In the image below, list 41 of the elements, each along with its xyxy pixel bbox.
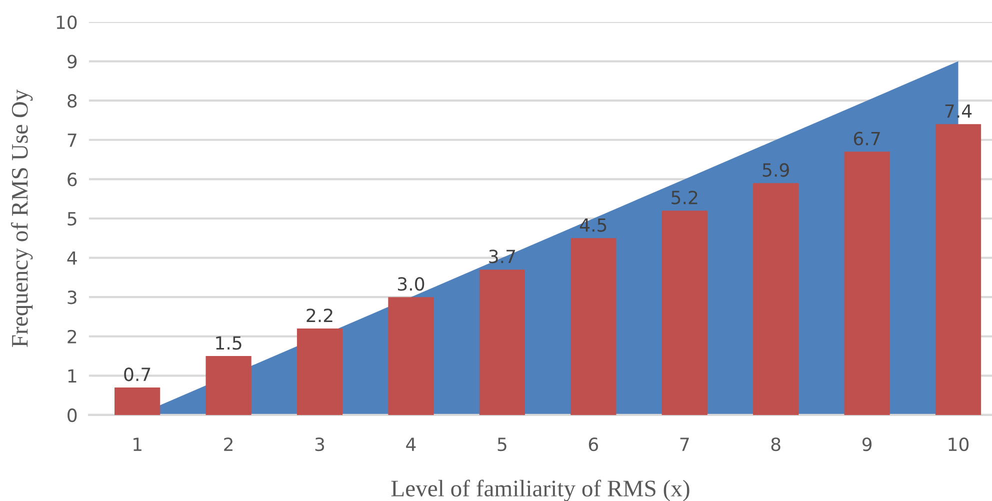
bar (388, 297, 434, 415)
y-tick-label: 2 (68, 330, 76, 344)
x-tick-label: 5 (498, 438, 506, 452)
bar (753, 183, 799, 415)
y-tick-label: 9 (68, 54, 77, 68)
y-tick-label: 8 (68, 94, 77, 108)
data-label: 0.7 (124, 368, 150, 382)
bar (844, 152, 890, 415)
y-tick-label: 6 (68, 172, 77, 186)
x-tick-label: 10 (948, 438, 969, 452)
y-tick-label: 3 (68, 290, 76, 304)
data-label: 4.5 (580, 218, 606, 232)
x-tick-label: 4 (406, 438, 416, 451)
bar (479, 270, 525, 415)
data-label: 1.5 (216, 336, 242, 350)
bar (114, 387, 160, 415)
y-tick-label: 0 (68, 408, 77, 422)
data-label: 3.0 (398, 277, 424, 291)
bar (662, 210, 708, 415)
y-tick-label: 4 (67, 251, 77, 265)
x-tick-label: 7 (680, 438, 689, 451)
data-label: 6.7 (854, 132, 880, 146)
x-tick-label: 1 (134, 438, 142, 451)
x-axis-title: Level of familiarity of RMS (x) (391, 480, 690, 501)
bar (206, 356, 252, 415)
y-tick-label: 1 (68, 369, 76, 383)
y-tick-label: 10 (56, 15, 77, 30)
x-tick-label: 6 (588, 438, 598, 452)
x-tick-label: 9 (862, 438, 872, 452)
data-label: 2.2 (306, 308, 332, 322)
x-tick-label: 8 (771, 438, 780, 452)
x-tick-label: 2 (224, 438, 232, 451)
bar (296, 328, 343, 415)
y-tick-label: 7 (68, 134, 76, 147)
data-label: 5.2 (672, 190, 698, 204)
y-axis-title: Frequency of RMS Use Oy (10, 89, 33, 347)
x-tick-label: 3 (315, 438, 324, 452)
bar (570, 238, 616, 415)
data-label: 5.9 (762, 163, 789, 177)
y-tick-label: 5 (68, 212, 76, 226)
bar (935, 124, 982, 415)
